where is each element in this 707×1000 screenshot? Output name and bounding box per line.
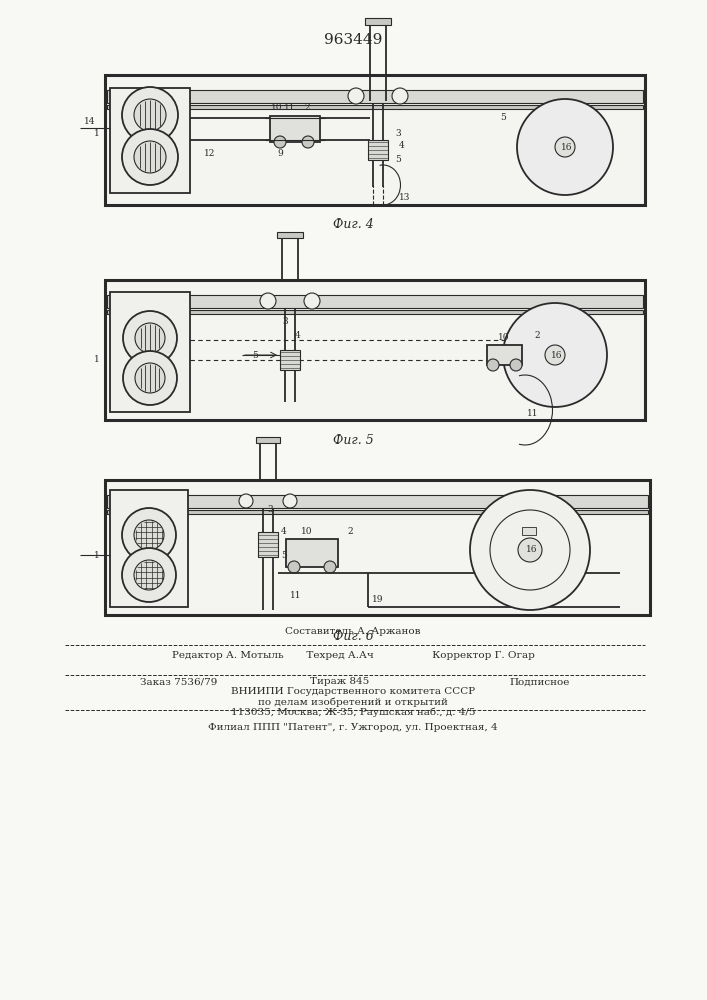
Text: 10: 10 [498, 332, 510, 342]
Bar [365, 18, 391, 25]
Text: 10: 10 [301, 526, 312, 536]
Circle shape [135, 363, 165, 393]
Text: 3: 3 [395, 129, 401, 138]
Text: Подписное: Подписное [510, 678, 570, 686]
Bar [107, 90, 643, 103]
Text: 11: 11 [527, 408, 539, 418]
Text: Составитель А. Аржанов: Составитель А. Аржанов [285, 628, 421, 637]
Text: 1: 1 [94, 128, 100, 137]
Bar [258, 532, 278, 557]
Circle shape [503, 303, 607, 407]
Circle shape [518, 538, 542, 562]
Text: Редактор А. Мотыль       Техред А.Ач                  Корректор Г. Огар: Редактор А. Мотыль Техред А.Ач Корректор… [172, 650, 534, 660]
Circle shape [134, 99, 166, 131]
Bar [107, 495, 648, 508]
Text: 12: 12 [204, 149, 216, 158]
Bar [368, 140, 388, 160]
Circle shape [239, 494, 253, 508]
Text: 4: 4 [399, 141, 405, 150]
Text: Фиг. 5: Фиг. 5 [332, 434, 373, 446]
Circle shape [555, 137, 575, 157]
Text: 19: 19 [373, 595, 384, 604]
Text: Фиг. 6: Фиг. 6 [332, 631, 373, 644]
Text: 2: 2 [347, 526, 353, 536]
Bar [277, 232, 303, 238]
Text: 963449: 963449 [324, 33, 382, 47]
Circle shape [122, 508, 176, 562]
Circle shape [134, 560, 164, 590]
Text: 1: 1 [94, 550, 100, 560]
Text: 1: 1 [94, 356, 100, 364]
Text: 13: 13 [399, 192, 411, 202]
Text: Фиг. 4: Фиг. 4 [332, 219, 373, 232]
Text: Заказ 7536/79: Заказ 7536/79 [140, 678, 217, 686]
Circle shape [122, 129, 178, 185]
Circle shape [123, 311, 177, 365]
Text: 14: 14 [84, 116, 95, 125]
Bar [110, 88, 190, 193]
Circle shape [122, 548, 176, 602]
Text: 16: 16 [561, 142, 573, 151]
Bar [105, 480, 650, 615]
Bar [110, 490, 188, 607]
Bar [107, 310, 643, 314]
Bar [107, 105, 643, 109]
Circle shape [348, 88, 364, 104]
Circle shape [135, 323, 165, 353]
Text: 3: 3 [282, 318, 288, 326]
Text: ВНИИПИ Государственного комитета СССР: ВНИИПИ Государственного комитета СССР [231, 688, 475, 696]
Bar [256, 437, 280, 443]
Bar [105, 280, 645, 420]
Circle shape [510, 359, 522, 371]
Text: Тираж 845: Тираж 845 [310, 678, 370, 686]
Text: Филиал ППП "Патент", г. Ужгород, ул. Проектная, 4: Филиал ППП "Патент", г. Ужгород, ул. Про… [208, 724, 498, 732]
Text: 11: 11 [291, 590, 302, 599]
Text: 5: 5 [252, 351, 258, 360]
Bar [522, 527, 536, 535]
Text: 5: 5 [500, 112, 506, 121]
Bar [107, 510, 648, 514]
Bar [286, 539, 338, 567]
Circle shape [274, 136, 286, 148]
Bar [105, 75, 645, 205]
Text: 11: 11 [284, 104, 296, 112]
Circle shape [134, 141, 166, 173]
Text: 4: 4 [281, 526, 287, 536]
Text: 3: 3 [267, 506, 273, 514]
Circle shape [487, 359, 499, 371]
Circle shape [392, 88, 408, 104]
Text: 2: 2 [304, 104, 310, 112]
Circle shape [302, 136, 314, 148]
Bar [110, 292, 190, 412]
Text: 16: 16 [551, 351, 563, 360]
Bar [107, 295, 643, 308]
Text: 16: 16 [526, 546, 538, 554]
Circle shape [545, 345, 565, 365]
Circle shape [324, 561, 336, 573]
Circle shape [122, 87, 178, 143]
Circle shape [260, 293, 276, 309]
Text: 10: 10 [271, 104, 283, 112]
Circle shape [283, 494, 297, 508]
Text: 4: 4 [295, 332, 301, 340]
Text: 5: 5 [281, 550, 287, 560]
Circle shape [288, 561, 300, 573]
Circle shape [134, 520, 164, 550]
Text: 9: 9 [277, 149, 283, 158]
Bar [270, 116, 320, 142]
Text: 113035, Москва, Ж-35, Раушская наб., д. 4/5: 113035, Москва, Ж-35, Раушская наб., д. … [230, 707, 475, 717]
Text: 5: 5 [395, 155, 401, 164]
Text: по делам изобретений и открытий: по делам изобретений и открытий [258, 697, 448, 707]
Text: 2: 2 [534, 330, 540, 340]
Circle shape [517, 99, 613, 195]
Circle shape [470, 490, 590, 610]
Circle shape [123, 351, 177, 405]
Bar [487, 345, 522, 365]
Bar [280, 350, 300, 370]
Circle shape [304, 293, 320, 309]
